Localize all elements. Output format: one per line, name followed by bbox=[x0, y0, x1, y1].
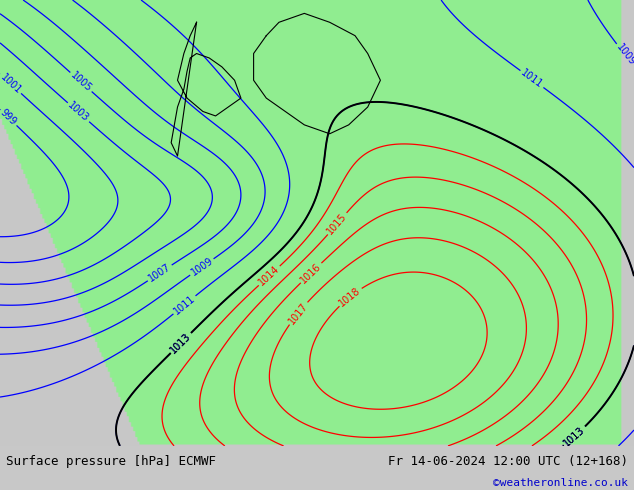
Text: 1007: 1007 bbox=[146, 262, 173, 284]
Text: ©weatheronline.co.uk: ©weatheronline.co.uk bbox=[493, 478, 628, 489]
Text: 1011: 1011 bbox=[519, 68, 545, 90]
Text: 1013: 1013 bbox=[562, 424, 587, 448]
Text: Fr 14-06-2024 12:00 UTC (12+168): Fr 14-06-2024 12:00 UTC (12+168) bbox=[387, 455, 628, 468]
Text: 1003: 1003 bbox=[66, 100, 91, 124]
Text: 999: 999 bbox=[0, 108, 18, 128]
Text: 1017: 1017 bbox=[287, 300, 310, 326]
Text: 1011: 1011 bbox=[172, 293, 197, 317]
Text: 1001: 1001 bbox=[0, 72, 23, 96]
Text: 1009: 1009 bbox=[614, 43, 634, 68]
Text: 1016: 1016 bbox=[299, 261, 323, 285]
Text: 1018: 1018 bbox=[337, 285, 363, 308]
Text: 1013: 1013 bbox=[169, 331, 193, 355]
Text: 1015: 1015 bbox=[325, 211, 349, 236]
Text: 1009: 1009 bbox=[189, 256, 215, 278]
Text: 1013: 1013 bbox=[169, 331, 193, 355]
Text: 1005: 1005 bbox=[68, 70, 93, 94]
Text: 1013: 1013 bbox=[562, 424, 587, 448]
Text: 1014: 1014 bbox=[257, 264, 281, 288]
Text: Surface pressure [hPa] ECMWF: Surface pressure [hPa] ECMWF bbox=[6, 455, 216, 468]
